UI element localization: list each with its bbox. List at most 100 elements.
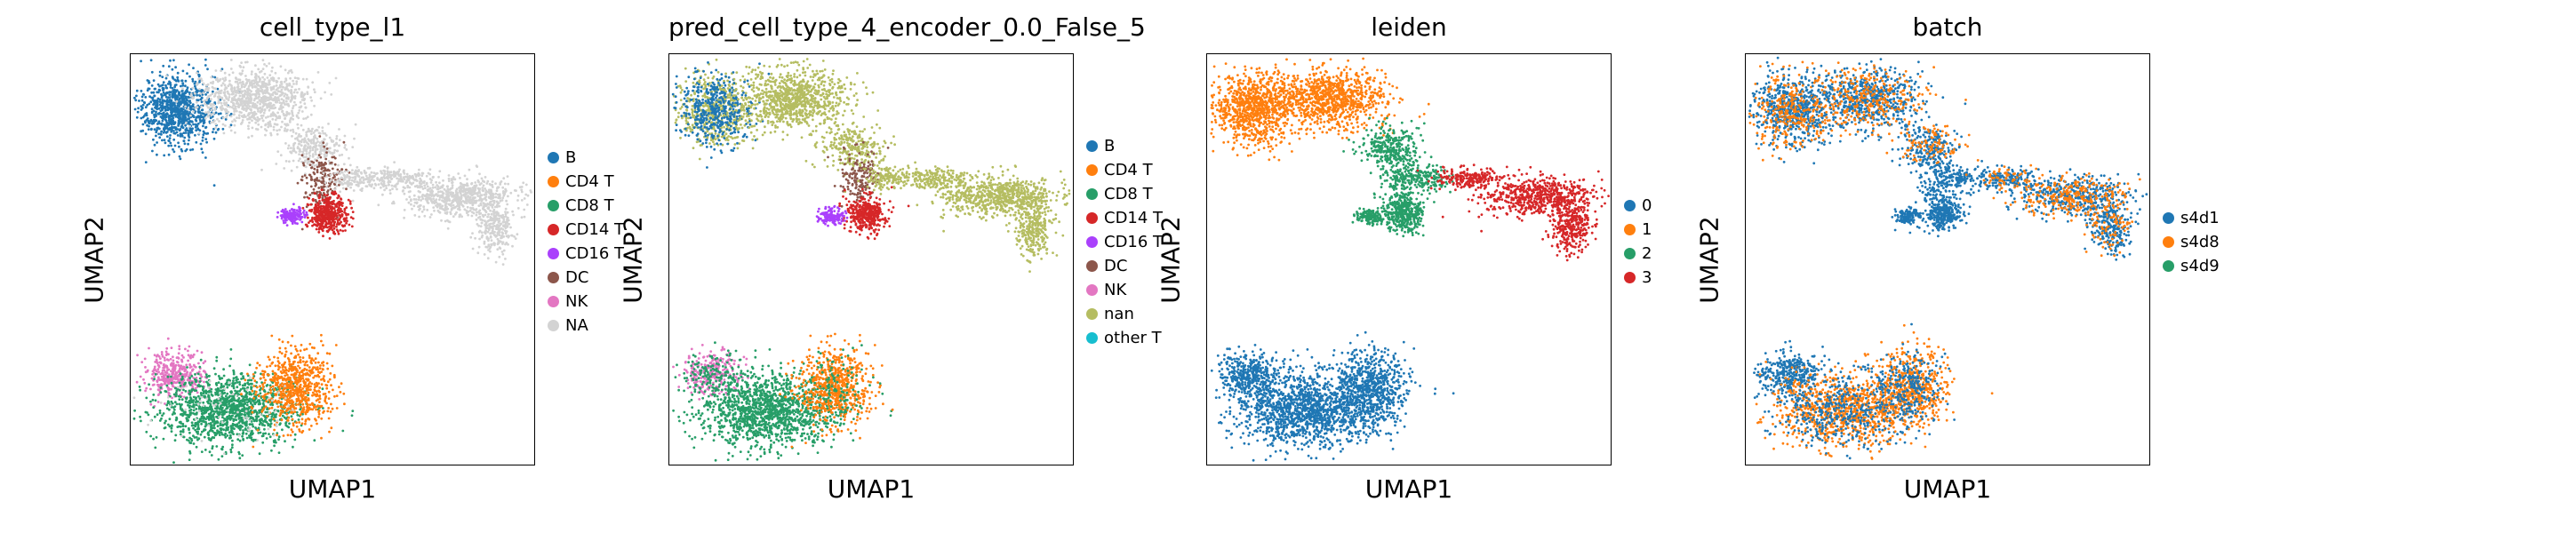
- legend-label: 3: [1642, 268, 1652, 287]
- legend-item: s4d9: [2163, 254, 2220, 278]
- point-group-2: [1351, 207, 1388, 227]
- legend-item: NK: [548, 290, 624, 314]
- point-group-2: [1369, 145, 1427, 217]
- legend-marker: [548, 296, 559, 307]
- point-group-na: [132, 376, 294, 455]
- scatter-svg: [1748, 56, 2148, 460]
- legend-label: s4d9: [2180, 257, 2220, 275]
- legend-item: NK: [1086, 278, 1163, 302]
- point-group-cd16-t: [276, 203, 308, 227]
- legend-marker: [1624, 248, 1636, 259]
- scatter-svg: [1210, 57, 1610, 462]
- point-group-s4d1: [1753, 339, 1840, 414]
- legend-item: other T: [1086, 326, 1163, 350]
- y-axis-label: UMAP2: [1695, 207, 1724, 314]
- point-group-cd14-t: [838, 186, 910, 241]
- legend-item: CD14 T: [548, 218, 624, 242]
- panel-title: batch: [1745, 12, 2150, 42]
- legend-marker: [548, 200, 559, 211]
- legend-marker: [1624, 272, 1636, 283]
- point-group-nan: [804, 121, 896, 177]
- point-group-2: [1374, 191, 1436, 238]
- legend: 0 1 2 3: [1624, 194, 1652, 290]
- legend: s4d1 s4d8 s4d9: [2163, 206, 2220, 278]
- point-group-nan: [886, 161, 974, 195]
- legend-item: CD16 T: [1086, 230, 1163, 254]
- point-group-cd8-t: [132, 348, 355, 464]
- point-group-na: [377, 164, 532, 230]
- legend-marker: [1086, 187, 1098, 200]
- legend-label: CD8 T: [1104, 185, 1153, 203]
- legend-marker: [548, 248, 559, 259]
- legend-item: nan: [1086, 302, 1163, 326]
- point-group-na: [318, 163, 391, 203]
- point-group-1: [1260, 57, 1430, 148]
- legend: B CD4 T CD8 T CD14 T CD16 T DC NK nan other T: [1086, 134, 1163, 350]
- legend-marker: [1086, 283, 1098, 296]
- legend-label: DC: [565, 268, 588, 287]
- legend-marker: [1624, 200, 1636, 211]
- legend-marker: [2163, 259, 2174, 272]
- legend-label: CD14 T: [1104, 209, 1163, 227]
- scatter-plot-area: [668, 53, 1074, 465]
- legend-item: CD16 T: [548, 242, 624, 266]
- point-group-cd4-t: [779, 332, 894, 449]
- legend-marker: [1086, 139, 1098, 152]
- legend-label: 0: [1642, 196, 1652, 215]
- point-group-0: [1316, 330, 1437, 450]
- legend-marker: [2163, 211, 2174, 224]
- legend-marker: [548, 152, 559, 163]
- point-group-na: [357, 161, 435, 193]
- legend-item: CD8 T: [548, 194, 624, 218]
- legend-item: CD8 T: [1086, 182, 1163, 206]
- legend-marker: [548, 224, 559, 235]
- legend-label: CD4 T: [565, 172, 614, 191]
- legend-label: DC: [1104, 257, 1127, 275]
- scatter-plot-area: [1206, 53, 1612, 465]
- point-group-cd8-t: [672, 348, 893, 462]
- legend-label: other T: [1104, 329, 1162, 347]
- legend-item: NA: [548, 314, 624, 338]
- point-group-s4d1: [1891, 205, 1924, 232]
- point-group-s4d1: [1908, 186, 1972, 238]
- scatter-svg: [671, 58, 1071, 462]
- point-group-3: [1541, 184, 1598, 262]
- legend-label: CD14 T: [565, 220, 624, 239]
- y-axis-label: UMAP2: [619, 207, 648, 314]
- legend-label: NK: [1104, 281, 1126, 299]
- legend-label: 2: [1642, 244, 1652, 263]
- point-group-nan: [916, 164, 1071, 233]
- x-axis-label: UMAP1: [1206, 474, 1612, 504]
- legend-item: 2: [1624, 242, 1652, 266]
- legend-item: CD14 T: [1086, 206, 1163, 230]
- point-group-nan: [1004, 195, 1067, 273]
- legend-item: DC: [1086, 254, 1163, 278]
- legend-item: B: [548, 146, 624, 170]
- legend-label: nan: [1104, 305, 1134, 323]
- legend-item: s4d8: [2163, 230, 2220, 254]
- legend-label: CD8 T: [565, 196, 614, 215]
- point-group-s4d8: [1992, 171, 2141, 222]
- point-group-s4d1: [1860, 322, 1956, 442]
- legend-label: B: [565, 148, 576, 167]
- legend-item: B: [1086, 134, 1163, 158]
- legend-marker: [1086, 211, 1098, 224]
- point-group-1: [1210, 62, 1320, 162]
- x-axis-label: UMAP1: [668, 474, 1074, 504]
- point-group-cd14-t: [301, 188, 355, 240]
- panel-title: leiden: [1206, 12, 1612, 42]
- legend-item: DC: [548, 266, 624, 290]
- legend-marker: [548, 272, 559, 283]
- legend-item: 0: [1624, 194, 1652, 218]
- legend-marker: [2163, 235, 2174, 248]
- legend-item: s4d1: [2163, 206, 2220, 230]
- legend-marker: [1086, 307, 1098, 320]
- point-group-cd4-t: [240, 333, 346, 449]
- scatter-plot-area: [130, 53, 535, 465]
- x-axis-label: UMAP1: [130, 474, 535, 504]
- y-axis-label: UMAP2: [1156, 207, 1186, 314]
- legend-label: NA: [565, 316, 588, 335]
- legend-marker: [1086, 163, 1098, 176]
- legend-item: CD4 T: [548, 170, 624, 194]
- point-group-cd16-t: [815, 204, 849, 227]
